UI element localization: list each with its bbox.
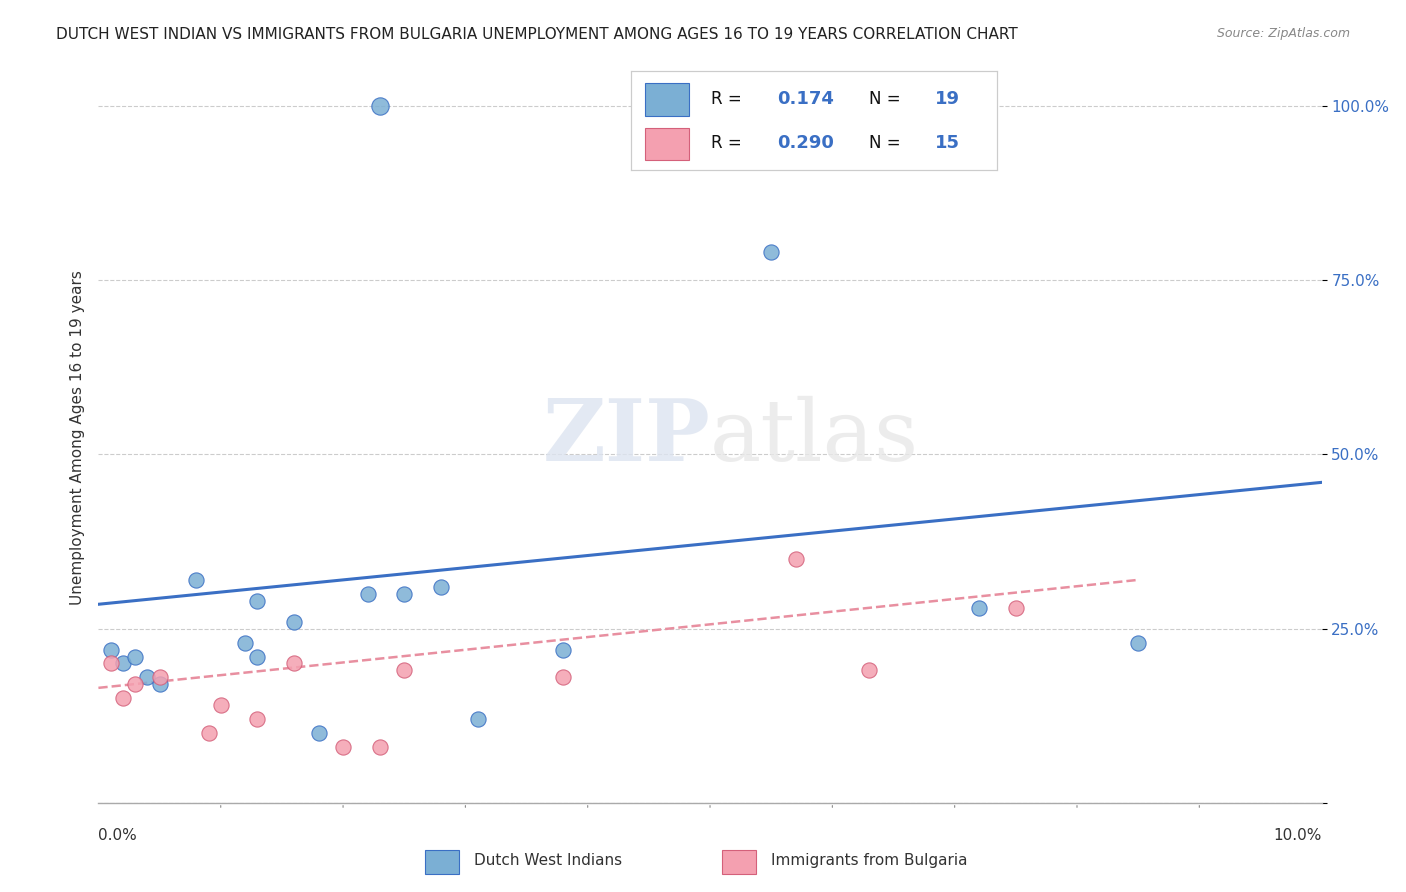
Point [111,657,134,671]
Text: 0.0%: 0.0% [98,828,138,843]
Point [368,99,391,113]
Point [209,698,232,713]
Point [100,642,122,657]
Text: Immigrants from Bulgaria: Immigrants from Bulgaria [770,854,967,868]
Point [785,552,807,566]
Point [308,726,330,740]
Point [1004,600,1026,615]
FancyBboxPatch shape [721,849,755,874]
Text: ZIP: ZIP [543,395,710,479]
Text: 10.0%: 10.0% [1274,828,1322,843]
Point [111,691,134,706]
Point [149,677,172,691]
Point [356,587,378,601]
Point [149,670,172,684]
Text: atlas: atlas [710,395,920,479]
Point [392,587,416,601]
Point [467,712,489,726]
Point [100,657,122,671]
Point [197,726,219,740]
Point [553,670,575,684]
Point [283,615,305,629]
Text: Source: ZipAtlas.com: Source: ZipAtlas.com [1216,27,1350,40]
Point [392,664,416,678]
Point [136,670,159,684]
Point [186,573,208,587]
Text: Dutch West Indians: Dutch West Indians [474,854,623,868]
Point [967,600,990,615]
Point [368,740,391,755]
Point [233,635,256,649]
Point [332,740,354,755]
Point [246,594,269,608]
Point [246,712,269,726]
Y-axis label: Unemployment Among Ages 16 to 19 years: Unemployment Among Ages 16 to 19 years [69,269,84,605]
Point [430,580,453,594]
Point [759,245,782,260]
Point [1128,635,1150,649]
Point [124,649,146,664]
Text: DUTCH WEST INDIAN VS IMMIGRANTS FROM BULGARIA UNEMPLOYMENT AMONG AGES 16 TO 19 Y: DUTCH WEST INDIAN VS IMMIGRANTS FROM BUL… [56,27,1018,42]
Point [858,664,880,678]
FancyBboxPatch shape [425,849,458,874]
Point [553,642,575,657]
Point [124,677,146,691]
Point [283,657,305,671]
Point [246,649,269,664]
